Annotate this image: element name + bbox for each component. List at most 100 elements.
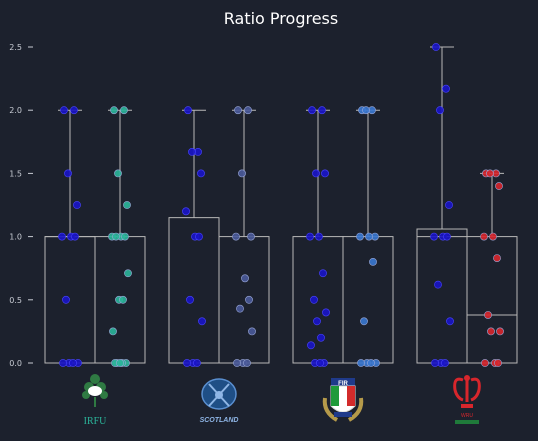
data-point [446,317,454,326]
data-point [60,106,68,115]
data-point [184,106,192,115]
data-point [234,106,242,115]
data-point [443,232,451,241]
box [292,236,344,364]
y-tick-label: 0.0 [9,359,22,368]
wales-logo-text: WRU [461,413,473,419]
data-point [308,106,316,115]
data-point [360,317,368,326]
data-point [110,106,118,115]
data-point [109,327,117,336]
data-point [124,269,132,278]
data-point [241,274,249,283]
wales-logo: WRU [453,375,481,424]
y-tick-label: 0.5 [9,296,22,305]
box [416,228,468,364]
data-point [441,359,449,367]
data-point [188,148,196,156]
ireland-logo-text: IRFU [84,416,108,427]
data-point [357,359,365,367]
data-point [238,169,246,178]
data-point [236,304,244,313]
data-point [119,295,127,304]
data-point [310,295,318,304]
box [342,236,394,364]
data-point [114,169,122,178]
data-point [69,359,77,367]
data-point [64,169,72,178]
data-point [121,232,129,241]
data-point [245,295,253,304]
data-point [434,280,442,289]
data-point [431,359,439,367]
data-point [493,254,501,262]
data-point [432,43,440,51]
data-point [73,201,81,209]
data-point [244,106,252,115]
data-point [367,359,375,367]
data-point [486,169,494,178]
data-point [198,317,206,326]
data-point [362,106,370,115]
data-point [480,232,488,241]
box [218,236,270,364]
data-point [489,232,497,241]
data-point [484,311,492,319]
data-point [436,106,444,115]
scotland-logo-text: SCOTLAND [200,417,239,424]
data-point [316,359,324,367]
data-point [307,341,315,350]
data-point [248,327,256,336]
data-point [197,169,205,178]
data-point [319,269,327,278]
data-point [321,169,329,178]
points-layer [58,43,504,367]
box [466,236,518,364]
data-point [312,169,320,178]
data-point [232,232,240,241]
data-point [442,84,450,93]
y-tick-label: 1.0 [9,233,22,242]
data-point [116,359,124,367]
data-point [322,308,330,317]
data-point [62,295,70,304]
data-point [193,359,201,367]
data-point [195,232,203,241]
data-point [71,232,79,241]
scotland-logo: SCOTLAND [200,378,239,424]
data-point [233,359,241,367]
data-point [487,327,495,336]
data-point [313,317,321,326]
data-point [186,295,194,304]
data-point [182,207,190,216]
box [44,236,96,364]
data-point [356,232,364,241]
y-tick-label: 1.5 [9,169,22,178]
y-axis: 0.0 0.5 1.0 1.5 2.0 2.5 [9,43,33,368]
italy-logo-text: FIR [338,381,348,387]
data-point [306,232,314,241]
data-point [58,232,66,241]
italy-logo: FIR [322,378,364,422]
data-point [481,359,489,367]
data-point [494,359,502,367]
data-point [495,182,503,190]
data-point [369,257,377,266]
data-point [70,106,78,115]
y-tick-label: 2.0 [9,106,22,115]
data-point [365,232,373,241]
data-point [59,359,67,367]
data-point [445,201,453,209]
data-point [317,333,325,342]
data-point [315,232,323,241]
data-point [243,359,251,367]
chart-title: Ratio Progress [224,9,338,28]
data-point [430,232,438,241]
data-point [112,232,120,241]
data-point [247,232,255,241]
data-point [318,106,326,115]
data-point [496,327,504,336]
data-point [120,106,128,115]
data-point [183,359,191,367]
